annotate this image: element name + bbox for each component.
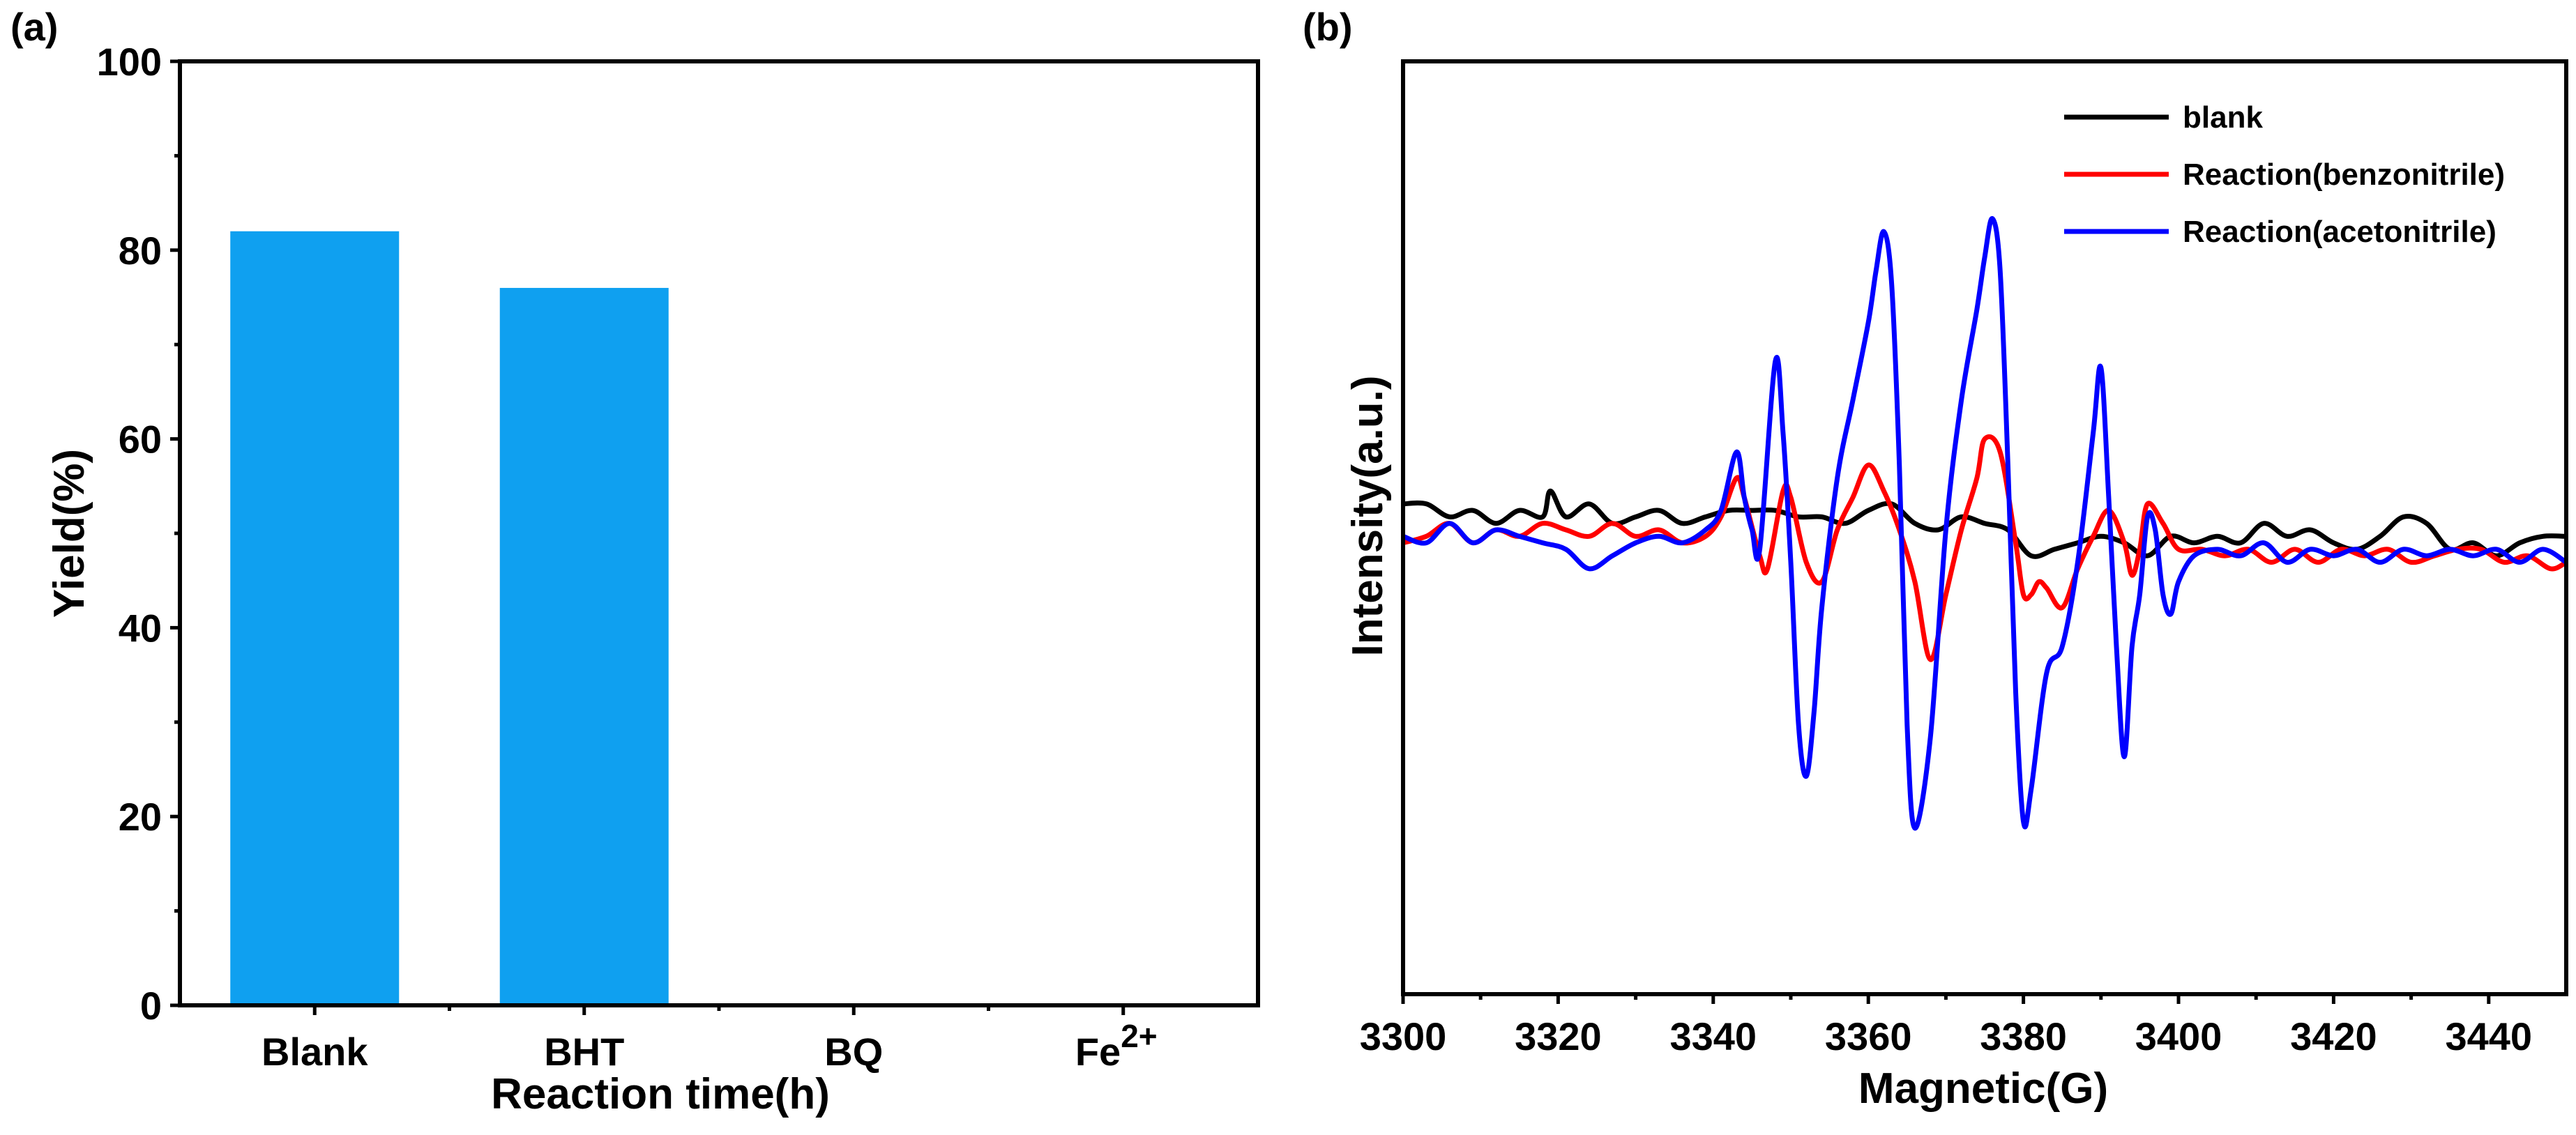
panel-a-label: (a) xyxy=(10,5,58,49)
y-tick-label-20: 20 xyxy=(119,795,162,839)
panel-a-y-axis-title: Yield(%) xyxy=(45,449,93,618)
legend-label-0: blank xyxy=(2183,100,2263,135)
y-tick-label-60: 60 xyxy=(119,418,162,462)
series-line-blank xyxy=(1403,488,2566,559)
x-tick-label-3360: 3360 xyxy=(1825,1014,1912,1058)
category-label-text: BHT xyxy=(544,1030,624,1074)
y-tick-label-40: 40 xyxy=(119,606,162,650)
bar-blank xyxy=(230,231,400,1006)
x-tick-label-3400: 3400 xyxy=(2135,1014,2222,1058)
legend-label-2: Reaction(acetonitrile) xyxy=(2183,215,2497,249)
panel-b-line-chart: (b) 3300 3320 3340 3360 3380 3400 3420 3440 Mag… xyxy=(1303,5,2568,1113)
x-tick-label-3320: 3320 xyxy=(1515,1014,1602,1058)
panel-b-plot-frame xyxy=(1401,59,2568,996)
x-tick-label-bht: BHT xyxy=(544,1030,624,1074)
series-line-reaction-acetonitrile- xyxy=(1403,216,2566,831)
x-tick-label-bq: BQ xyxy=(824,1030,883,1074)
category-superscript: 2+ xyxy=(1121,1018,1157,1054)
legend-label-1: Reaction(benzonitrile) xyxy=(2183,158,2505,192)
panel-a-bar-chart: (a) Blank BHT BQ Fe2+ 0 20 40 60 80 100 Reaction … xyxy=(10,5,1260,1118)
category-label-text: Fe xyxy=(1075,1030,1121,1074)
series-line-reaction-benzonitrile- xyxy=(1403,434,2566,662)
y-tick-label-100: 100 xyxy=(97,40,162,84)
panel-a-x-axis-title: Reaction time(h) xyxy=(491,1070,830,1118)
bar-bht xyxy=(499,287,669,1006)
panel-b-legend: blank Reaction(benzonitrile) Reaction(acet… xyxy=(2064,100,2505,249)
x-tick-label-3300: 3300 xyxy=(1360,1014,1447,1058)
x-tick-label-3380: 3380 xyxy=(1980,1014,2067,1058)
x-tick-label-3420: 3420 xyxy=(2290,1014,2377,1058)
x-tick-label-3440: 3440 xyxy=(2446,1014,2533,1058)
panel-b-x-axis-title: Magnetic(G) xyxy=(1858,1065,2108,1113)
category-label-text: Blank xyxy=(262,1030,368,1074)
x-tick-label-blank: Blank xyxy=(262,1030,368,1074)
category-label-text: BQ xyxy=(824,1030,883,1074)
panel-b-y-axis-title: Intensity(a.u.) xyxy=(1344,375,1392,656)
y-tick-label-0: 0 xyxy=(140,984,162,1028)
x-tick-label-3340: 3340 xyxy=(1670,1014,1757,1058)
panel-b-label: (b) xyxy=(1303,5,1353,49)
x-tick-label-fe: Fe2+ xyxy=(1075,1018,1158,1074)
y-tick-label-80: 80 xyxy=(119,229,162,273)
